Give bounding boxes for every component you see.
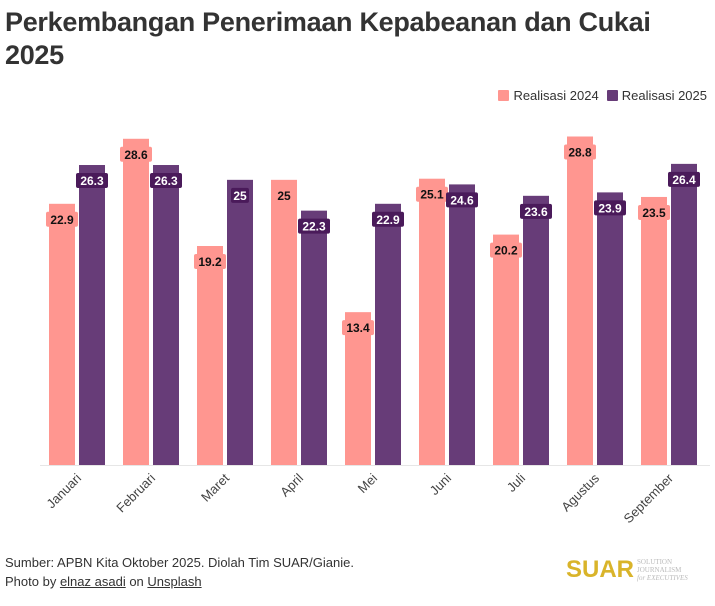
- bar-juni-2024: [419, 178, 445, 465]
- data-label-bg: [76, 173, 108, 189]
- data-label: 26.3: [80, 174, 104, 188]
- bar-april-2024: [271, 179, 297, 465]
- data-label: 25: [277, 189, 291, 203]
- data-label-bg: [275, 187, 293, 203]
- legend-swatch-2025: [606, 90, 618, 101]
- bar-agustus-2024: [567, 136, 593, 465]
- x-tick-label: Agustus: [558, 470, 602, 514]
- legend-swatch-2024: [498, 90, 510, 101]
- data-label: 26.4: [672, 173, 696, 187]
- data-label-bg: [564, 144, 596, 160]
- data-label-bg: [194, 254, 226, 269]
- data-label: 23.6: [524, 205, 548, 219]
- bar-mei-2025: [375, 203, 401, 465]
- data-label: 13.4: [346, 321, 370, 335]
- x-tick-label: Maret: [198, 470, 232, 504]
- bar-september-2024: [641, 196, 667, 465]
- bar-april-2025: [301, 210, 327, 465]
- bar-maret-2025: [227, 179, 253, 465]
- legend-label-2025: Realisasi 2025: [621, 88, 707, 103]
- data-label-bg: [446, 192, 478, 208]
- logo-wordmark: SUAR: [566, 556, 635, 583]
- data-label: 24.6: [450, 193, 474, 207]
- data-label-bg: [231, 187, 249, 203]
- bar-februari-2024: [123, 138, 149, 465]
- data-label: 23.9: [598, 201, 622, 215]
- bar-maret-2024: [197, 246, 223, 465]
- data-label: 23.5: [642, 206, 666, 220]
- data-label-bg: [490, 242, 522, 258]
- bar-juni-2025: [449, 184, 475, 465]
- logo-tagline: SOLUTION JOURNALISM for EXECUTIVES: [637, 558, 715, 582]
- chart-title: Perkembangan Penerimaan Kepabeanan dan C…: [5, 7, 651, 70]
- legend-label-2024: Realisasi 2024: [513, 88, 599, 103]
- bar-januari-2024: [49, 203, 75, 465]
- data-label: 28.6: [124, 148, 148, 162]
- data-label-bg: [342, 320, 374, 336]
- bar-juli-2025: [523, 195, 549, 465]
- x-tick-label: Mei: [355, 470, 380, 495]
- x-tick-label: April: [277, 470, 306, 499]
- x-tick-label: Juli: [504, 470, 528, 494]
- bar-januari-2025: [79, 165, 105, 465]
- logo-tagline-2: for EXECUTIVES: [637, 574, 688, 582]
- data-label: 28.8: [568, 146, 592, 160]
- data-label-bg: [46, 211, 78, 227]
- data-label-bg: [594, 200, 626, 216]
- data-label: 25: [233, 189, 247, 203]
- bar-februari-2025: [153, 165, 179, 465]
- legend-item-2024: Realisasi 2024: [498, 88, 599, 103]
- unsplash-link[interactable]: Unsplash: [147, 574, 202, 589]
- logo-tagline-1: SOLUTION JOURNALISM: [637, 558, 682, 574]
- data-label-bg: [298, 218, 330, 234]
- data-label: 22.9: [376, 213, 400, 227]
- source-text: Sumber: APBN Kita Oktober 2025. Diolah T…: [5, 555, 354, 570]
- bar-mei-2024: [345, 312, 371, 465]
- legend: Realisasi 2024 Realisasi 2025: [498, 88, 707, 103]
- data-label-bg: [150, 173, 182, 189]
- data-label: 22.3: [302, 220, 326, 234]
- data-label-bg: [372, 211, 404, 227]
- data-label-bg: [520, 203, 552, 219]
- data-label: 19.2: [198, 255, 222, 269]
- x-tick-label: Juni: [427, 470, 455, 498]
- bar-september-2025: [671, 163, 697, 465]
- bar-agustus-2025: [597, 192, 623, 465]
- credit-prefix: Photo by: [5, 574, 60, 589]
- data-label: 25.1: [420, 188, 444, 202]
- x-tick-label: September: [621, 470, 677, 526]
- x-tick-label: Februari: [113, 470, 158, 515]
- data-label: 22.9: [50, 213, 74, 227]
- author-link[interactable]: elnaz asadi: [59, 574, 126, 589]
- data-label-bg: [416, 186, 448, 202]
- suar-logo: SUAR SOLUTION JOURNALISM for EXECUTIVES: [566, 556, 715, 584]
- credit-middle: on: [125, 574, 148, 589]
- x-tick-label: Januari: [43, 470, 84, 511]
- data-label-bg: [638, 204, 670, 220]
- bar-juli-2024: [493, 234, 519, 465]
- legend-item-2025: Realisasi 2025: [606, 88, 707, 103]
- photo-credit: Photo by elnaz asadi on Unsplash: [5, 572, 354, 591]
- source-note: Sumber: APBN Kita Oktober 2025. Diolah T…: [5, 553, 354, 591]
- data-label-bg: [120, 146, 152, 162]
- data-label: 20.2: [494, 244, 518, 258]
- data-label: 26.3: [154, 174, 178, 188]
- data-label-bg: [668, 171, 700, 187]
